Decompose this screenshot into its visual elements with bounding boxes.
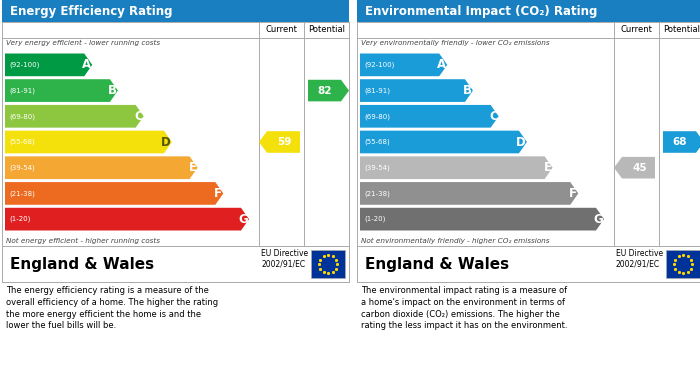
Text: Not environmentally friendly - higher CO₂ emissions: Not environmentally friendly - higher CO… [361, 238, 550, 244]
Polygon shape [360, 105, 498, 127]
Polygon shape [663, 131, 700, 153]
Text: (55-68): (55-68) [9, 139, 35, 145]
Text: C: C [134, 110, 143, 123]
Text: 82: 82 [317, 86, 332, 95]
Bar [357, 0, 700, 22]
Text: Very energy efficient - lower running costs: Very energy efficient - lower running co… [6, 40, 160, 46]
Bar [357, 22, 700, 282]
Polygon shape [360, 208, 604, 231]
Polygon shape [308, 80, 349, 101]
Text: England & Wales: England & Wales [365, 256, 509, 271]
Text: England & Wales: England & Wales [10, 256, 154, 271]
Text: The energy efficiency rating is a measure of the
overall efficiency of a home. T: The energy efficiency rating is a measur… [6, 286, 218, 330]
Polygon shape [360, 156, 552, 179]
Bar [2, 22, 349, 282]
Polygon shape [360, 182, 578, 205]
Bar [2, 0, 349, 22]
Text: (21-38): (21-38) [364, 190, 390, 197]
Bar [2, 246, 349, 282]
Text: Current: Current [621, 25, 652, 34]
Polygon shape [5, 105, 144, 127]
Polygon shape [5, 131, 172, 153]
Text: (1-20): (1-20) [9, 216, 30, 222]
Text: Not energy efficient - higher running costs: Not energy efficient - higher running co… [6, 238, 160, 244]
Text: (81-91): (81-91) [364, 87, 390, 94]
Text: (39-54): (39-54) [364, 165, 390, 171]
Text: (55-68): (55-68) [364, 139, 390, 145]
Text: EU Directive
2002/91/EC: EU Directive 2002/91/EC [616, 249, 663, 268]
Polygon shape [360, 79, 473, 102]
Text: F: F [214, 187, 223, 200]
Text: EU Directive
2002/91/EC: EU Directive 2002/91/EC [261, 249, 308, 268]
Polygon shape [5, 208, 249, 231]
Text: G: G [238, 213, 248, 226]
Text: G: G [594, 213, 603, 226]
Text: (69-80): (69-80) [364, 113, 390, 120]
Text: Very environmentally friendly - lower CO₂ emissions: Very environmentally friendly - lower CO… [361, 40, 550, 46]
Text: D: D [161, 136, 171, 149]
Bar [357, 246, 700, 282]
Polygon shape [360, 54, 447, 76]
Text: E: E [188, 161, 197, 174]
Polygon shape [5, 182, 223, 205]
Text: (92-100): (92-100) [364, 62, 394, 68]
Text: A: A [82, 58, 91, 71]
Text: (39-54): (39-54) [9, 165, 35, 171]
Text: Energy Efficiency Rating: Energy Efficiency Rating [10, 5, 172, 18]
Bar [666, 250, 700, 278]
Text: A: A [437, 58, 446, 71]
Bar [311, 250, 345, 278]
Polygon shape [5, 54, 92, 76]
Text: (21-38): (21-38) [9, 190, 35, 197]
Text: 59: 59 [277, 137, 292, 147]
Text: (1-20): (1-20) [364, 216, 386, 222]
Text: 45: 45 [632, 163, 647, 173]
Polygon shape [360, 131, 527, 153]
Text: Potential: Potential [308, 25, 345, 34]
Text: C: C [489, 110, 498, 123]
Polygon shape [259, 131, 300, 153]
Polygon shape [614, 157, 655, 179]
Polygon shape [5, 156, 197, 179]
Text: D: D [516, 136, 526, 149]
Text: F: F [569, 187, 577, 200]
Text: Current: Current [265, 25, 298, 34]
Polygon shape [5, 79, 118, 102]
Text: (92-100): (92-100) [9, 62, 39, 68]
Text: Environmental Impact (CO₂) Rating: Environmental Impact (CO₂) Rating [365, 5, 597, 18]
Text: Potential: Potential [663, 25, 700, 34]
Text: (81-91): (81-91) [9, 87, 35, 94]
Text: E: E [544, 161, 552, 174]
Text: B: B [108, 84, 117, 97]
Text: 68: 68 [672, 137, 687, 147]
Text: B: B [463, 84, 472, 97]
Text: (69-80): (69-80) [9, 113, 35, 120]
Text: The environmental impact rating is a measure of
a home's impact on the environme: The environmental impact rating is a mea… [361, 286, 568, 330]
